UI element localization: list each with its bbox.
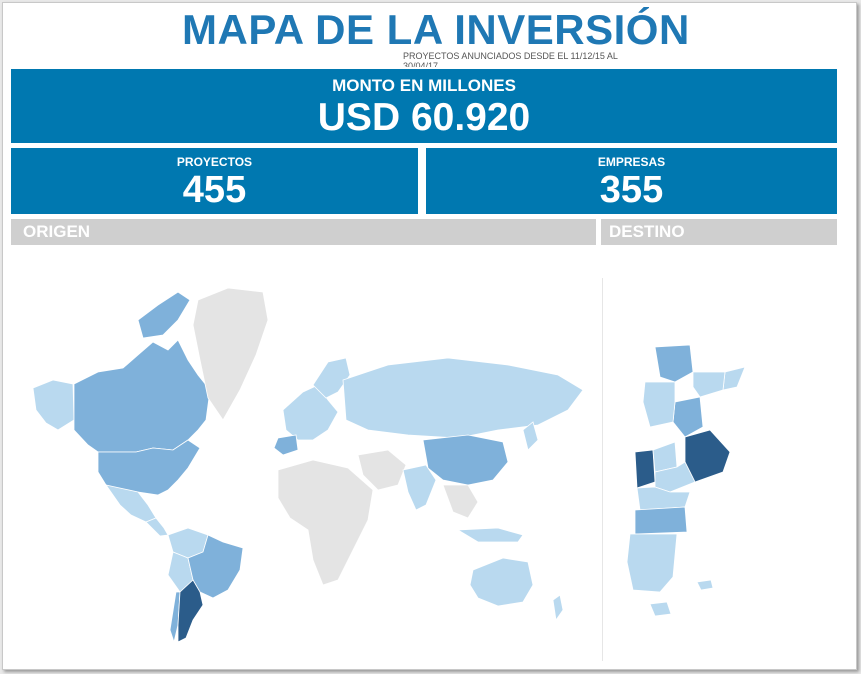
province-buenos-aires[interactable] bbox=[684, 429, 731, 483]
region-alaska[interactable] bbox=[32, 379, 75, 431]
province-neuquen-rionegro[interactable] bbox=[636, 486, 691, 511]
region-australia[interactable] bbox=[469, 557, 534, 607]
region-scandinavia[interactable] bbox=[312, 357, 351, 399]
region-indonesia[interactable] bbox=[456, 527, 524, 543]
world-map[interactable] bbox=[28, 280, 593, 655]
province-north-central[interactable] bbox=[642, 381, 676, 428]
proyectos-card: PROYECTOS 455 bbox=[11, 148, 418, 214]
province-cordoba[interactable] bbox=[672, 396, 704, 438]
region-chile[interactable] bbox=[169, 591, 181, 644]
monto-label: MONTO EN MILLONES bbox=[332, 76, 516, 95]
province-north-west[interactable] bbox=[654, 344, 694, 383]
empresas-card: EMPRESAS 355 bbox=[426, 148, 837, 214]
origen-header: ORIGEN bbox=[11, 219, 596, 245]
region-central-america[interactable] bbox=[145, 517, 169, 537]
empresas-value: 355 bbox=[599, 169, 664, 211]
province-misiones[interactable] bbox=[722, 366, 746, 391]
province-chaco[interactable] bbox=[692, 371, 726, 398]
page-subtitle: PROYECTOS ANUNCIADOS DESDE EL 11/12/15 A… bbox=[403, 51, 618, 67]
page-title: MAPA DE LA INVERSIÓN bbox=[182, 6, 690, 53]
region-se-asia[interactable] bbox=[442, 484, 479, 519]
islands-malvinas[interactable] bbox=[696, 579, 714, 591]
map-divider bbox=[602, 278, 603, 661]
region-russia[interactable] bbox=[342, 357, 584, 439]
region-argentina[interactable] bbox=[177, 579, 204, 643]
region-japan[interactable] bbox=[522, 421, 539, 451]
destino-header: DESTINO bbox=[601, 219, 837, 245]
proyectos-value: 455 bbox=[182, 169, 247, 211]
monto-value: USD 60.920 bbox=[317, 96, 531, 139]
empresas-label: EMPRESAS bbox=[597, 155, 666, 169]
region-canada[interactable] bbox=[73, 339, 211, 453]
monto-card: MONTO EN MILLONES USD 60.920 bbox=[11, 69, 837, 143]
region-greenland[interactable] bbox=[192, 287, 269, 421]
province-santa-cruz[interactable] bbox=[626, 533, 678, 593]
argentina-map[interactable] bbox=[615, 342, 755, 627]
province-chubut[interactable] bbox=[634, 506, 688, 535]
province-mendoza[interactable] bbox=[634, 449, 656, 489]
province-tierra-del-fuego[interactable] bbox=[649, 601, 672, 617]
region-africa[interactable] bbox=[277, 459, 374, 586]
region-middle-east[interactable] bbox=[357, 449, 407, 491]
region-iberia[interactable] bbox=[273, 434, 299, 456]
region-arctic-islands[interactable] bbox=[137, 291, 191, 339]
region-india[interactable] bbox=[402, 464, 437, 511]
proyectos-label: PROYECTOS bbox=[176, 155, 253, 169]
region-china[interactable] bbox=[422, 434, 509, 486]
region-europe[interactable] bbox=[282, 384, 339, 441]
region-new-zealand[interactable] bbox=[552, 594, 564, 622]
